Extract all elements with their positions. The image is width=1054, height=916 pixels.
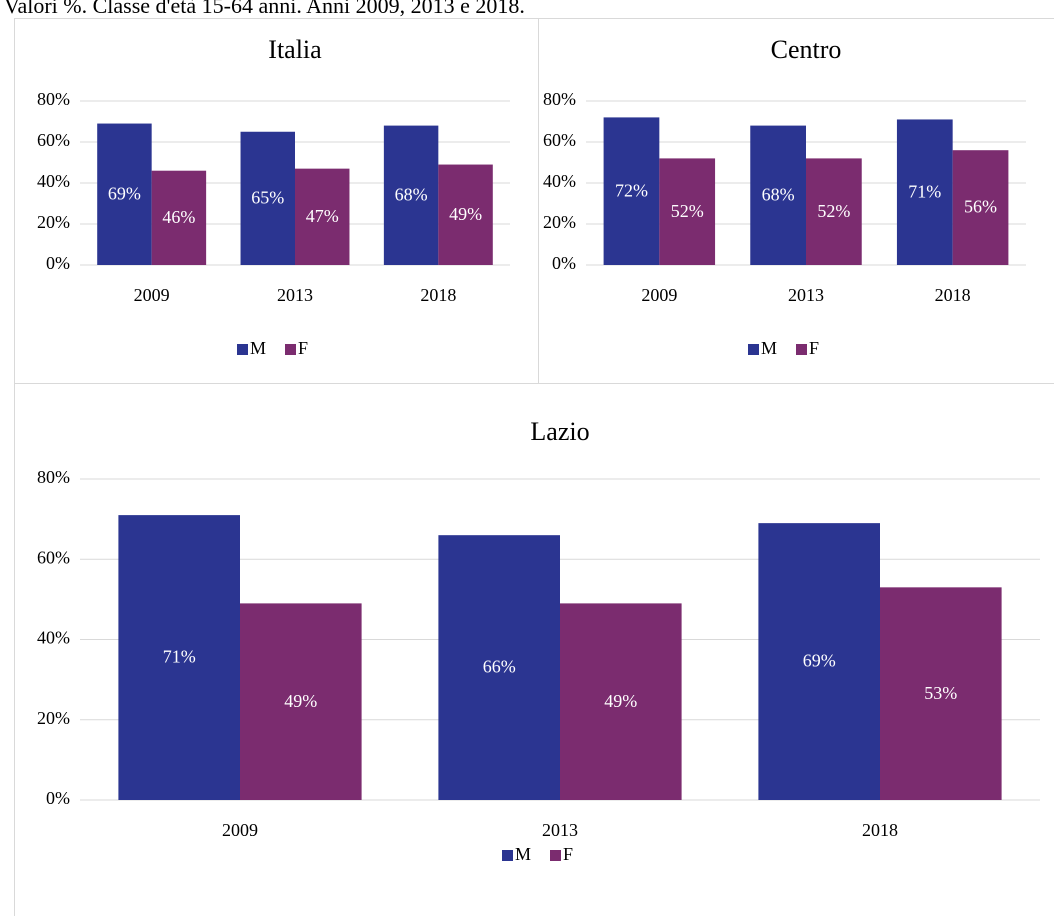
legend-swatch [502, 850, 513, 861]
data-label: 52% [671, 201, 704, 221]
panel-border [14, 383, 1054, 916]
data-label: 69% [108, 183, 141, 203]
bar [560, 603, 682, 800]
bar [750, 125, 806, 265]
y-tick-label: 0% [46, 788, 70, 808]
data-label: 71% [163, 647, 196, 667]
chart-title: Lazio [530, 417, 589, 446]
caption: Valori %. Classe d'età 15-64 anni. Anni … [4, 0, 525, 18]
data-label: 68% [395, 184, 428, 204]
data-label: 53% [924, 683, 957, 703]
y-tick-label: 80% [543, 89, 576, 109]
data-label: 68% [762, 184, 795, 204]
data-label: 49% [604, 691, 637, 711]
y-tick-label: 20% [37, 708, 70, 728]
legend-label: F [809, 338, 819, 358]
bar [952, 150, 1009, 265]
bar [758, 523, 880, 800]
data-label: 49% [449, 204, 482, 224]
y-tick-label: 40% [37, 171, 70, 191]
legend-swatch [237, 344, 248, 355]
data-label: 52% [817, 201, 850, 221]
data-label: 49% [284, 691, 317, 711]
y-tick-label: 80% [37, 467, 70, 487]
bar [151, 170, 207, 265]
x-tick-label: 2018 [935, 285, 971, 305]
y-tick-label: 20% [37, 212, 70, 232]
bar [118, 515, 240, 800]
bar [240, 131, 295, 265]
x-tick-label: 2009 [134, 285, 170, 305]
data-label: 66% [483, 657, 516, 677]
x-tick-label: 2013 [788, 285, 824, 305]
bar [806, 158, 862, 265]
legend-swatch [796, 344, 807, 355]
y-tick-label: 0% [46, 253, 70, 273]
legend-label: F [563, 844, 573, 864]
bar [383, 125, 439, 265]
x-tick-label: 2018 [420, 285, 456, 305]
bar [438, 164, 493, 265]
x-tick-label: 2013 [277, 285, 313, 305]
data-label: 71% [908, 181, 941, 201]
legend-label: M [761, 338, 777, 358]
bar [880, 587, 1002, 800]
data-label: 56% [964, 197, 997, 217]
legend-swatch [748, 344, 759, 355]
legend-label: M [515, 844, 531, 864]
x-tick-label: 2009 [222, 820, 258, 840]
y-tick-label: 60% [37, 547, 70, 567]
y-tick-label: 80% [37, 89, 70, 109]
y-tick-label: 60% [543, 130, 576, 150]
bar [438, 535, 560, 800]
x-tick-label: 2009 [641, 285, 677, 305]
legend-swatch [550, 850, 561, 861]
chart-title: Centro [771, 35, 842, 64]
y-tick-label: 60% [37, 130, 70, 150]
x-tick-label: 2018 [862, 820, 898, 840]
legend-label: M [250, 338, 266, 358]
y-tick-label: 40% [37, 628, 70, 648]
y-tick-label: 20% [543, 212, 576, 232]
data-label: 47% [306, 206, 339, 226]
data-label: 46% [162, 207, 195, 227]
bar [240, 603, 362, 800]
bar [603, 117, 660, 266]
x-tick-label: 2013 [542, 820, 578, 840]
bar [97, 123, 152, 265]
legend-swatch [285, 344, 296, 355]
bar [896, 119, 953, 265]
data-label: 72% [615, 180, 648, 200]
y-tick-label: 0% [552, 253, 576, 273]
bar [295, 168, 350, 265]
chart-title: Italia [268, 35, 322, 64]
data-label: 65% [251, 188, 284, 208]
data-label: 69% [803, 651, 836, 671]
bar [659, 158, 716, 265]
y-tick-label: 40% [543, 171, 576, 191]
legend-label: F [298, 338, 308, 358]
